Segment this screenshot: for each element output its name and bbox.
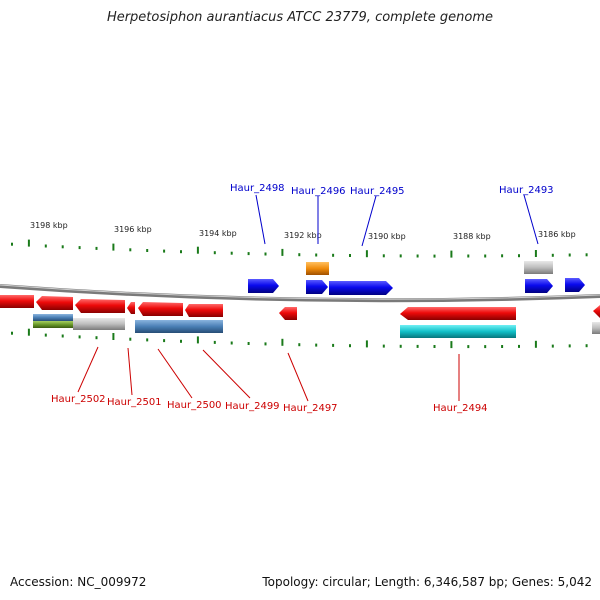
scale-label-3188: 3188 kbp: [453, 232, 491, 241]
leader-haur-2499: [202, 349, 251, 399]
gene-label-haur-2496[interactable]: Haur_2496: [291, 186, 346, 197]
gene-label-haur-2493[interactable]: Haur_2493: [499, 185, 554, 196]
scale-label-3192: 3192 kbp: [284, 231, 322, 240]
leader-haur-2498: [255, 194, 266, 245]
feature-haur-2496-orange[interactable]: [306, 262, 329, 275]
leader-haur-2500: [157, 348, 193, 399]
map-title: Herpetosiphon aurantiacus ATCC 23779, co…: [106, 10, 494, 25]
scale-label-3196: 3196 kbp: [114, 225, 152, 234]
gene-label-haur-2501[interactable]: Haur_2501: [107, 397, 162, 408]
genome-summary-text: Topology: circular; Length: 6,346,587 bp…: [262, 575, 592, 589]
gene-haur-2496-arrow[interactable]: [306, 280, 328, 294]
accession-text: Accession: NC_009972: [10, 575, 147, 589]
leader-haur-2497: [287, 352, 309, 402]
scale-label-3186: 3186 kbp: [538, 230, 576, 239]
gene-haur-2492-arrow[interactable]: [565, 278, 585, 292]
gene-haur-2498-arrow[interactable]: [248, 279, 279, 293]
scale-ticks-bottom: [11, 328, 588, 349]
gene-haur-2500b-arrow[interactable]: [127, 302, 135, 314]
scale-label-3194: 3194 kbp: [199, 229, 237, 238]
feature-right-edge-gray[interactable]: [592, 322, 600, 334]
feature-haur-2501-gray[interactable]: [73, 318, 125, 330]
gene-haur-2497-arrow[interactable]: [279, 307, 297, 320]
gene-haur-2502-arrow[interactable]: [0, 295, 34, 308]
gene-label-haur-2502[interactable]: Haur_2502: [51, 394, 106, 405]
feature-haur-2494-cyan[interactable]: [400, 325, 516, 338]
gene-haur-2499-arrow[interactable]: [138, 302, 183, 316]
feature-haur-2502-olive[interactable]: [33, 321, 73, 328]
gene-label-haur-2498[interactable]: Haur_2498: [230, 183, 285, 194]
genome-backbone: [0, 284, 600, 303]
gene-haur-2493-arrow[interactable]: [525, 279, 553, 293]
leader-haur-2501: [127, 347, 133, 396]
gene-haur-2495-arrow[interactable]: [329, 281, 393, 295]
gene-label-haur-2494[interactable]: Haur_2494: [433, 403, 488, 414]
scale-ticks-top: [11, 239, 588, 258]
scale-label-3198: 3198 kbp: [30, 221, 68, 230]
feature-haur-2493-gray[interactable]: [524, 261, 553, 274]
gene-haur-2501-arrow[interactable]: [36, 296, 73, 310]
gene-label-haur-2495[interactable]: Haur_2495: [350, 186, 405, 197]
gene-haur-2500-arrow[interactable]: [75, 299, 125, 313]
leader-haur-2502: [77, 346, 99, 393]
leader-haur-2493: [523, 194, 539, 245]
leader-haur-2495: [361, 195, 377, 247]
genome-backbone-highlight: [0, 284, 600, 300]
gene-right-edge-arrow[interactable]: [593, 305, 600, 318]
feature-haur-2500-steelblue[interactable]: [135, 320, 223, 333]
gene-haur-2499b-arrow[interactable]: [185, 304, 223, 317]
feature-haur-2502-steelblue[interactable]: [33, 314, 73, 321]
gene-label-haur-2499[interactable]: Haur_2499: [225, 401, 280, 412]
gene-haur-2494-arrow[interactable]: [400, 307, 516, 320]
gene-label-haur-2497[interactable]: Haur_2497: [283, 403, 338, 414]
gene-label-haur-2500[interactable]: Haur_2500: [167, 400, 222, 411]
scale-label-3190: 3190 kbp: [368, 232, 406, 241]
